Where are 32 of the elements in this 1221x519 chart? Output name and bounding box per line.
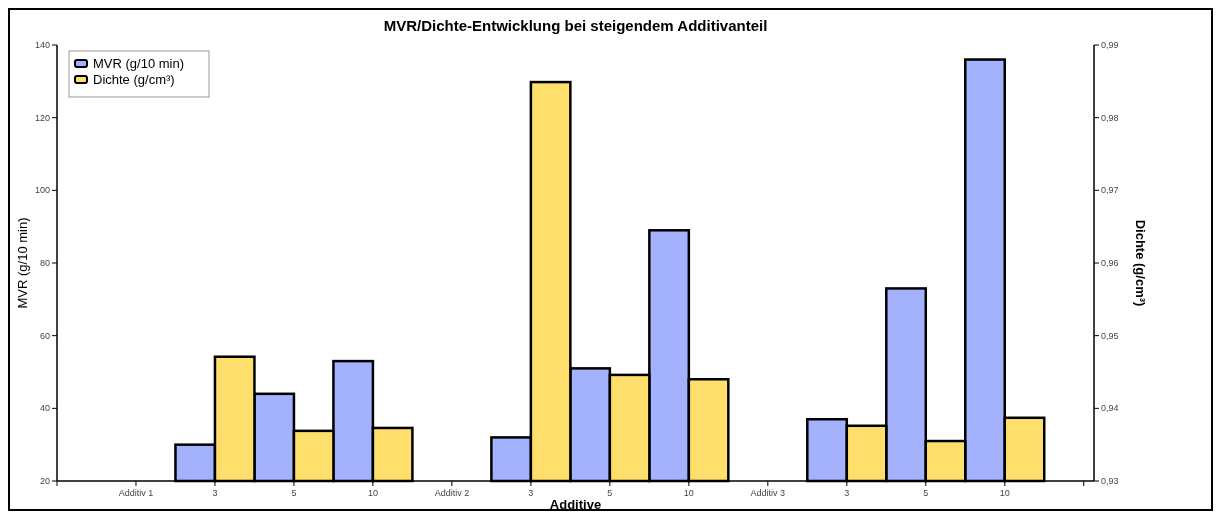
x-tick-label: Additiv 2 [434,488,470,498]
y2-tick-label: 0,99 [1101,40,1119,50]
y-tick-label: 40 [39,403,50,414]
legend-label: MVR (g/10 min) [93,56,185,71]
y-axis-title: MVR (g/10 min) [15,217,30,309]
y-tick-label: 120 [34,112,50,123]
y2-tick-label: 0,98 [1101,112,1119,123]
x-tick-label: 10 [683,488,694,498]
y2-tick-label: 0,97 [1101,185,1119,196]
y2-tick-label: 0,95 [1101,330,1119,341]
x-tick-label: 5 [923,488,929,498]
y-tick-label: 80 [39,258,50,268]
x-tick-label: Additiv 1 [118,488,154,498]
y-tick-label: 100 [34,185,50,196]
x-tick-label: 5 [607,488,613,498]
legend-label: Dichte (g/cm³) [93,72,175,87]
y-tick-label: 140 [34,40,50,50]
y-tick-label: 20 [39,476,50,486]
x-tick-label: 10 [999,488,1010,498]
y2-tick-label: 0,96 [1101,258,1119,268]
y2-axis-title: Dichte (g/cm³) [1133,219,1148,307]
y-tick-label: 60 [39,330,50,341]
x-tick-label: 3 [844,488,850,498]
x-tick-label: 3 [528,488,534,498]
x-tick-label: 3 [212,488,218,498]
x-tick-label: Additiv 3 [750,488,786,498]
x-tick-label: 5 [291,488,297,498]
chart-title: MVR/Dichte-Entwicklung bei steigendem Additivanteil [383,17,768,34]
y2-tick-label: 0,93 [1101,476,1119,486]
x-tick-label: 10 [367,488,378,498]
x-axis-title: Additive [549,497,602,512]
y2-tick-label: 0,94 [1101,403,1119,414]
